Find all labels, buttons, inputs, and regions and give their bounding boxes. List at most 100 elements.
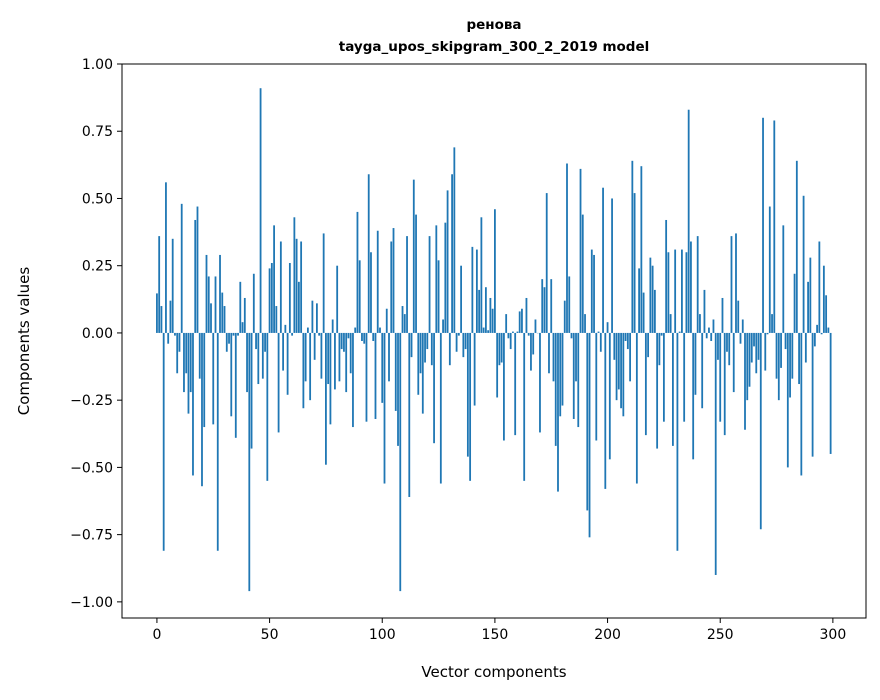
- bar-component-186: [575, 333, 577, 381]
- bar-component-290: [809, 258, 811, 333]
- bar-component-210: [629, 333, 631, 381]
- bar-component-299: [830, 333, 832, 454]
- bar-component-84: [345, 333, 347, 392]
- bar-component-152: [499, 333, 501, 365]
- bar-component-190: [584, 314, 586, 333]
- bar-component-43: [253, 274, 255, 333]
- bar-component-279: [785, 333, 787, 349]
- bar-component-268: [760, 333, 762, 529]
- bar-component-15: [190, 333, 192, 392]
- bar-component-71: [316, 303, 318, 333]
- bar-component-125: [438, 260, 440, 333]
- bar-component-205: [618, 333, 620, 389]
- y-tick-label: 0.75: [82, 124, 113, 140]
- x-tick-label: 250: [707, 627, 734, 643]
- bar-component-82: [341, 333, 343, 349]
- bar-component-47: [262, 333, 264, 379]
- bar-component-6: [170, 301, 172, 333]
- bar-component-52: [273, 225, 275, 333]
- bar-component-298: [827, 328, 829, 333]
- bar-component-253: [726, 333, 728, 352]
- bar-component-161: [519, 311, 521, 333]
- bar-component-103: [388, 333, 390, 381]
- bar-component-123: [433, 333, 435, 443]
- bar-component-57: [284, 325, 286, 333]
- bar-component-12: [183, 333, 185, 392]
- bar-component-170: [539, 333, 541, 433]
- bar-component-119: [424, 333, 426, 363]
- bar-component-96: [372, 333, 374, 341]
- bar-component-5: [167, 333, 169, 344]
- bar-component-209: [627, 333, 629, 349]
- bar-component-245: [708, 328, 710, 333]
- bar-component-216: [643, 293, 645, 333]
- bar-component-233: [681, 250, 683, 333]
- bar-component-294: [818, 241, 820, 332]
- bar-component-55: [280, 241, 282, 332]
- bar-component-260: [742, 319, 744, 332]
- chart-title-line-2: tayga_upos_skipgram_300_2_2019 model: [339, 39, 650, 55]
- bar-component-258: [737, 301, 739, 333]
- bar-component-270: [764, 333, 766, 371]
- bar-component-114: [413, 180, 415, 333]
- bar-component-237: [690, 241, 692, 332]
- bar-component-171: [541, 279, 543, 333]
- bar-component-41: [248, 333, 250, 591]
- bar-component-159: [514, 333, 516, 435]
- bar-component-90: [359, 260, 361, 333]
- bar-component-254: [728, 333, 730, 365]
- bar-component-247: [713, 319, 715, 332]
- bar-component-79: [334, 333, 336, 389]
- bar-component-265: [753, 333, 755, 346]
- bar-component-175: [550, 279, 552, 333]
- bar-component-59: [289, 263, 291, 333]
- bar-component-129: [447, 190, 449, 333]
- y-tick-label: −1.00: [70, 595, 113, 611]
- bar-component-19: [199, 333, 201, 379]
- bar-component-281: [789, 333, 791, 398]
- bar-component-225: [663, 333, 665, 422]
- bar-component-77: [330, 333, 332, 424]
- bar-component-177: [555, 333, 557, 446]
- bar-component-104: [390, 241, 392, 332]
- bar-component-204: [616, 333, 618, 400]
- bar-component-143: [478, 290, 480, 333]
- bar-component-243: [704, 290, 706, 333]
- bar-component-151: [496, 333, 498, 398]
- y-tick-label: −0.50: [70, 460, 113, 476]
- bar-component-180: [562, 333, 564, 406]
- bar-component-224: [661, 333, 663, 336]
- bar-component-80: [336, 266, 338, 333]
- bar-component-288: [805, 333, 807, 363]
- bar-component-219: [649, 258, 651, 333]
- bar-component-92: [363, 333, 365, 344]
- bar-component-263: [749, 333, 751, 387]
- bar-component-285: [798, 333, 800, 384]
- bar-component-135: [460, 266, 462, 333]
- bar-component-115: [415, 215, 417, 333]
- bar-component-206: [620, 333, 622, 408]
- bar-component-197: [600, 333, 602, 352]
- bar-component-65: [302, 333, 304, 408]
- bar-component-240: [697, 236, 699, 333]
- bar-component-95: [370, 252, 372, 333]
- bar-component-146: [485, 287, 487, 333]
- bar-component-266: [755, 333, 757, 373]
- bar-component-187: [577, 333, 579, 427]
- bar-component-207: [622, 333, 624, 416]
- bar-component-269: [762, 118, 764, 333]
- bar-component-155: [505, 314, 507, 333]
- bar-component-292: [814, 333, 816, 346]
- bar-component-181: [564, 301, 566, 333]
- bar-component-201: [609, 333, 611, 459]
- bar-component-231: [677, 333, 679, 551]
- bar-component-217: [645, 333, 647, 435]
- bar-component-273: [771, 314, 773, 333]
- bar-component-226: [665, 220, 667, 333]
- bar-component-144: [480, 217, 482, 333]
- bar-component-139: [469, 333, 471, 481]
- bar-component-163: [523, 333, 525, 481]
- bar-component-202: [611, 198, 613, 332]
- bar-component-3: [163, 333, 165, 551]
